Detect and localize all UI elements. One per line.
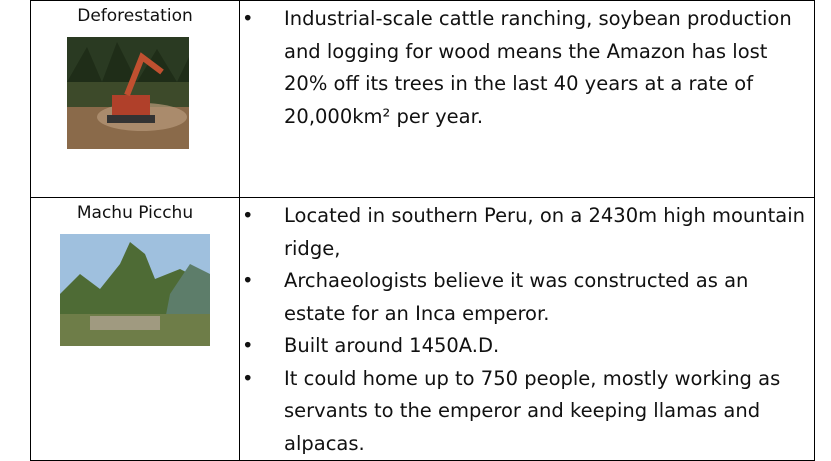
bullet-list: Located in southern Peru, on a 2430m hig… <box>240 200 808 460</box>
bullet-item: Archaeologists believe it was constructe… <box>284 265 808 330</box>
info-table: Deforestation Industrial-scale cattle ra… <box>30 0 815 461</box>
bullet-item: Located in southern Peru, on a 2430m hig… <box>284 200 808 265</box>
machu-picchu-photo <box>60 234 210 346</box>
bullet-item: Built around 1450A.D. <box>284 330 808 363</box>
deforestation-photo <box>67 37 189 149</box>
bullet-item: It could home up to 750 people, mostly w… <box>284 363 808 461</box>
page: Deforestation Industrial-scale cattle ra… <box>0 0 831 438</box>
label-cell: Deforestation <box>31 1 240 198</box>
table-row: Machu Picchu Located in southern Peru, o… <box>31 198 815 461</box>
row-label: Deforestation <box>31 5 239 27</box>
bullet-cell: Industrial-scale cattle ranching, soybea… <box>240 1 815 198</box>
label-cell: Machu Picchu <box>31 198 240 461</box>
row-label: Machu Picchu <box>31 202 239 224</box>
bullet-item: Industrial-scale cattle ranching, soybea… <box>284 3 808 133</box>
table-row: Deforestation Industrial-scale cattle ra… <box>31 1 815 198</box>
bullet-cell: Located in southern Peru, on a 2430m hig… <box>240 198 815 461</box>
bullet-list: Industrial-scale cattle ranching, soybea… <box>240 3 808 133</box>
